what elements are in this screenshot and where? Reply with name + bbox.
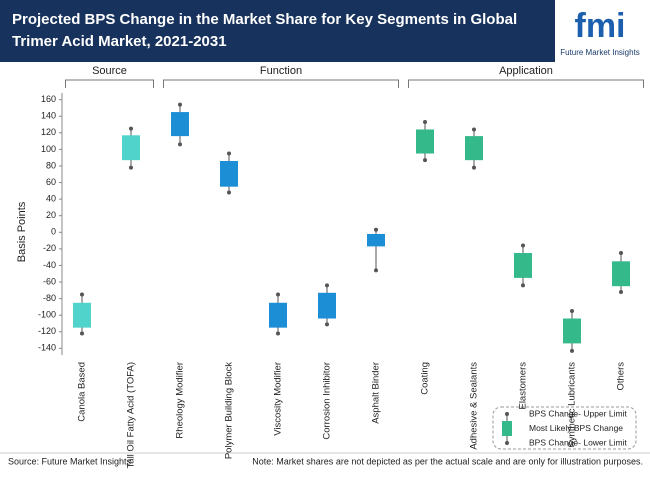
whisker-high-cap xyxy=(227,151,231,156)
legend-cap xyxy=(505,441,509,445)
footer-note: Note: Market shares are not depicted as … xyxy=(252,456,643,466)
box xyxy=(269,302,287,328)
box xyxy=(612,261,630,287)
whisker-low-cap xyxy=(570,348,574,353)
whisker-low-cap xyxy=(521,283,525,288)
x-tick-label: Canola Based xyxy=(77,362,88,422)
y-axis-label: Basis Points xyxy=(16,201,28,262)
whisker-low-cap xyxy=(423,158,427,163)
group-label: Function xyxy=(260,65,302,77)
legend-swatch xyxy=(502,421,512,436)
legend-box xyxy=(492,406,637,450)
legend-cap xyxy=(505,412,509,416)
group-label: Source xyxy=(92,65,127,77)
y-tick-label: -40 xyxy=(43,260,56,270)
whisker-high-cap xyxy=(521,243,525,248)
box xyxy=(220,160,238,187)
legend-label: BPS Change- Upper Limit xyxy=(529,408,627,418)
box xyxy=(122,135,140,161)
whisker-high-cap xyxy=(129,126,133,131)
box xyxy=(465,136,483,161)
y-tick-label: 0 xyxy=(51,227,56,237)
whisker-low-cap xyxy=(178,142,182,147)
x-tick-label: Asphalt Binder xyxy=(371,362,382,424)
box xyxy=(416,129,434,154)
whisker-low-cap xyxy=(276,331,280,336)
box xyxy=(563,318,581,344)
whisker-high-cap xyxy=(374,227,378,232)
y-tick-label: -80 xyxy=(43,293,56,303)
title: Trimer Acid Market, 2021-2031 xyxy=(12,33,227,50)
whisker-low-cap xyxy=(472,165,476,170)
whisker-low-cap xyxy=(325,322,329,327)
logo: fmi xyxy=(575,7,626,45)
group-bracket xyxy=(65,79,154,88)
y-tick-label: 100 xyxy=(41,144,56,154)
legend-label: BPS Change- Lower Limit xyxy=(529,437,627,447)
whisker-high-cap xyxy=(178,102,182,107)
whisker-high-cap xyxy=(619,251,623,256)
x-tick-label: Adhesive & Sealants xyxy=(469,362,480,450)
whisker-high-cap xyxy=(80,292,84,297)
x-tick-label: Viscosity Modifier xyxy=(273,362,284,436)
y-tick-label: 160 xyxy=(41,94,56,104)
x-tick-label: Tall Oil Fatty Acid (TOFA) xyxy=(126,362,137,468)
y-tick-label: -60 xyxy=(43,276,56,286)
y-tick-label: -140 xyxy=(38,343,56,353)
y-tick-label: -100 xyxy=(38,310,56,320)
logo-caption: Future Market Insights xyxy=(560,48,640,57)
y-tick-label: -120 xyxy=(38,326,56,336)
legend-label: Most Likely BPS Change xyxy=(529,423,623,433)
y-tick-label: 20 xyxy=(46,210,56,220)
whisker-low-cap xyxy=(227,190,231,195)
y-tick-label: 60 xyxy=(46,177,56,187)
x-tick-label: Rheology Modifier xyxy=(175,362,186,439)
whisker-low-cap xyxy=(619,289,623,294)
whisker-low-cap xyxy=(129,165,133,170)
x-tick-label: Others xyxy=(616,362,627,391)
box xyxy=(73,302,91,328)
whisker-high-cap xyxy=(276,292,280,297)
whisker-high-cap xyxy=(325,283,329,288)
group-label: Application xyxy=(499,65,553,77)
x-tick-label: Coating xyxy=(420,362,431,395)
x-tick-label: Elastomers xyxy=(518,362,529,410)
whisker-high-cap xyxy=(423,120,427,125)
x-tick-label: Synthetic Lubricants xyxy=(567,362,578,448)
header-band xyxy=(0,0,555,62)
box xyxy=(514,253,532,278)
y-tick-label: 120 xyxy=(41,127,56,137)
whisker-high-cap xyxy=(472,127,476,132)
whisker-high-cap xyxy=(570,309,574,314)
x-tick-label: Polymer Building Block xyxy=(224,362,235,459)
group-bracket xyxy=(163,79,399,88)
title: Projected BPS Change in the Market Share… xyxy=(12,11,517,28)
whisker-low-cap xyxy=(80,331,84,336)
y-tick-label: 80 xyxy=(46,160,56,170)
y-tick-label: 140 xyxy=(41,111,56,121)
whisker-low-cap xyxy=(374,268,378,273)
group-bracket xyxy=(408,79,644,88)
x-tick-label: Corrosion Inhibitor xyxy=(322,362,333,440)
footer-source: Source: Future Market Insights xyxy=(8,456,132,466)
box xyxy=(171,112,189,137)
y-tick-label: -20 xyxy=(43,243,56,253)
y-tick-label: 40 xyxy=(46,194,56,204)
box xyxy=(318,292,336,319)
box xyxy=(367,233,385,247)
